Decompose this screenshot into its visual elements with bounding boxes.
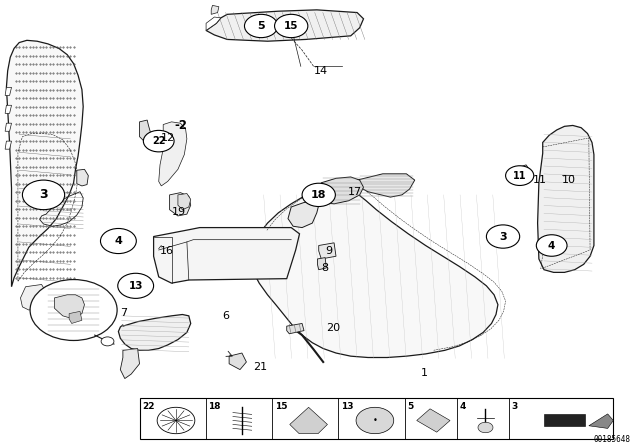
Text: 8: 8	[321, 263, 328, 273]
Polygon shape	[5, 123, 12, 131]
Polygon shape	[178, 194, 191, 210]
Circle shape	[244, 14, 278, 38]
Polygon shape	[5, 141, 12, 149]
Text: 7: 7	[120, 308, 127, 318]
Polygon shape	[206, 10, 364, 41]
Text: 22: 22	[152, 136, 166, 146]
Polygon shape	[154, 228, 300, 283]
Circle shape	[101, 337, 114, 346]
Text: 11: 11	[532, 175, 547, 185]
Text: 5: 5	[407, 402, 413, 411]
Circle shape	[486, 225, 520, 248]
Text: 3: 3	[511, 402, 518, 411]
Text: 13: 13	[129, 281, 143, 291]
Circle shape	[100, 228, 136, 254]
Circle shape	[506, 166, 534, 185]
Text: 4: 4	[115, 236, 122, 246]
Polygon shape	[317, 258, 326, 270]
Polygon shape	[118, 314, 191, 350]
Circle shape	[143, 130, 174, 152]
Text: 4: 4	[548, 241, 556, 250]
Polygon shape	[538, 125, 594, 272]
Circle shape	[118, 273, 154, 298]
Text: 1: 1	[421, 368, 428, 378]
Polygon shape	[20, 284, 46, 310]
Text: 14: 14	[314, 66, 328, 76]
Text: •: •	[372, 416, 378, 425]
Text: 18: 18	[209, 402, 221, 411]
Polygon shape	[211, 5, 219, 14]
Text: 17: 17	[348, 187, 362, 197]
Bar	[543, 414, 585, 426]
Polygon shape	[589, 414, 613, 428]
Text: 11: 11	[513, 171, 527, 181]
Polygon shape	[140, 120, 150, 141]
Polygon shape	[357, 174, 415, 197]
Polygon shape	[229, 353, 246, 370]
Circle shape	[30, 280, 117, 340]
Text: 18: 18	[311, 190, 326, 200]
Text: 3: 3	[39, 188, 48, 202]
Text: 21: 21	[253, 362, 267, 372]
Text: 4: 4	[460, 402, 466, 411]
Polygon shape	[54, 295, 84, 319]
Polygon shape	[290, 407, 328, 434]
Text: 22: 22	[142, 402, 155, 411]
Polygon shape	[517, 165, 530, 183]
Text: 3: 3	[499, 232, 507, 241]
Polygon shape	[287, 323, 304, 334]
Text: 12: 12	[161, 133, 175, 142]
Circle shape	[275, 14, 308, 38]
Circle shape	[22, 180, 65, 210]
Polygon shape	[170, 193, 191, 216]
Polygon shape	[159, 122, 187, 186]
Text: 00185648: 00185648	[593, 435, 630, 444]
Text: 10: 10	[562, 175, 576, 185]
Text: 19: 19	[172, 207, 186, 217]
Polygon shape	[319, 243, 336, 259]
Text: 15: 15	[275, 402, 287, 411]
Polygon shape	[6, 40, 83, 287]
Text: 6: 6	[223, 311, 230, 321]
Text: -2: -2	[174, 119, 187, 132]
Text: 13: 13	[341, 402, 353, 411]
Polygon shape	[248, 187, 498, 358]
Polygon shape	[120, 349, 140, 379]
Circle shape	[478, 422, 493, 433]
Polygon shape	[417, 409, 450, 432]
Text: 15: 15	[284, 21, 298, 31]
Text: 16: 16	[160, 246, 174, 255]
Text: 20: 20	[326, 323, 340, 332]
Polygon shape	[69, 311, 82, 323]
Circle shape	[302, 183, 335, 207]
Polygon shape	[77, 169, 88, 186]
Text: 9: 9	[325, 246, 332, 255]
Polygon shape	[288, 201, 319, 228]
Text: 5: 5	[257, 21, 265, 31]
Polygon shape	[5, 105, 12, 113]
Polygon shape	[206, 17, 221, 30]
Polygon shape	[5, 87, 12, 95]
Circle shape	[356, 407, 394, 434]
Polygon shape	[319, 177, 364, 204]
Bar	[140, 398, 613, 439]
Circle shape	[536, 235, 567, 256]
